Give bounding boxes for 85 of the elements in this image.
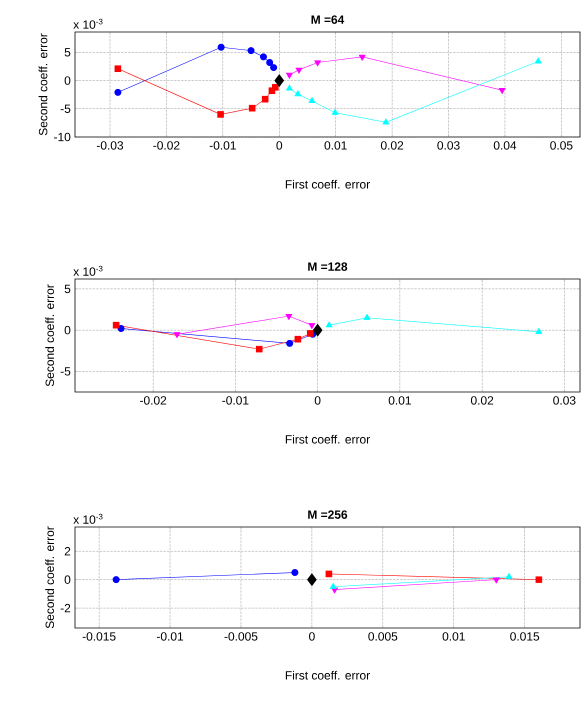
point <box>534 57 542 64</box>
x-tick-label: 0.03 <box>553 396 576 405</box>
y-tick-label: 0 <box>64 326 70 334</box>
point <box>382 118 390 124</box>
point <box>248 47 255 54</box>
y-tick-label: 5 <box>64 48 70 56</box>
point <box>274 74 284 87</box>
point <box>174 332 180 338</box>
point <box>364 314 370 320</box>
point <box>286 84 293 91</box>
point <box>296 68 302 74</box>
point <box>306 330 314 337</box>
x-tick-label: 0.01 <box>324 141 347 150</box>
point <box>312 324 322 336</box>
point <box>294 336 302 343</box>
chart-title: M =128 <box>308 262 348 271</box>
point <box>266 58 274 66</box>
point <box>536 576 542 583</box>
y-tick-label: -5 <box>60 367 70 376</box>
x-tick-label: 0 <box>314 396 320 405</box>
x-tick-label: 0.01 <box>388 396 411 405</box>
text: x 10$^{-3}$ <box>73 514 103 524</box>
y-axis-title: Second coeff. error <box>45 284 54 386</box>
point <box>272 84 279 91</box>
point <box>326 570 332 578</box>
point <box>291 569 298 576</box>
point <box>248 104 256 112</box>
x-tick-label: -0.005 <box>224 632 258 641</box>
y-tick-label: 0 <box>64 575 70 584</box>
point <box>217 111 224 118</box>
point <box>285 314 292 320</box>
point <box>535 328 542 334</box>
x-axis-title: First coeff. error <box>286 180 370 189</box>
y-tick-label: -5 <box>60 104 70 113</box>
point <box>358 54 366 61</box>
x-tick-label: 0 <box>276 141 282 150</box>
y-tick-label: 0 <box>64 76 70 85</box>
x-tick-label: 0.01 <box>442 632 465 641</box>
point <box>308 96 316 103</box>
x-tick-label: -0.015 <box>82 632 116 641</box>
point <box>270 64 278 72</box>
point <box>326 321 333 328</box>
x-tick-label: 0 <box>309 632 315 641</box>
point <box>307 573 317 586</box>
point <box>314 60 322 66</box>
x-tick-label: -0.01 <box>222 396 248 405</box>
point <box>308 323 316 330</box>
point <box>218 44 225 51</box>
x-tick-label: -0.01 <box>156 632 184 641</box>
point <box>114 88 122 96</box>
x-tick-label: 0.02 <box>380 141 404 150</box>
x-axis-title: First coeff. error <box>286 434 370 444</box>
text: x 10$^{-3}$ <box>73 266 103 276</box>
point <box>118 324 125 332</box>
x-tick-label: 0.04 <box>494 141 516 150</box>
y-axis-title: Second coeff. error <box>45 526 54 628</box>
point <box>294 90 302 96</box>
text: x 10$^{-3}$ <box>73 18 103 29</box>
x-tick-label: -0.01 <box>210 141 236 150</box>
point <box>262 96 268 102</box>
x-axis-title: First coeff. error <box>286 670 370 680</box>
point <box>286 340 294 347</box>
chart-title: M =64 <box>312 15 344 24</box>
x-tick-label: 0.005 <box>368 632 398 641</box>
chart-title: M =256 <box>308 510 348 519</box>
point <box>112 576 120 584</box>
point <box>286 72 293 79</box>
point <box>112 322 120 328</box>
point <box>332 108 339 115</box>
y-axis-title: Second coeff. error <box>38 33 48 136</box>
x-tick-label: 0.02 <box>470 396 494 405</box>
x-tick-label: -0.03 <box>96 141 124 150</box>
y-tick-label: 2 <box>64 547 70 556</box>
x-tick-label: 0.015 <box>510 632 540 641</box>
y-tick-label: -2 <box>60 604 70 612</box>
x-tick-label: -0.02 <box>153 141 180 150</box>
point <box>114 65 122 72</box>
x-tick-label: 0.05 <box>550 141 573 150</box>
x-tick-label: 0.03 <box>437 141 460 150</box>
x-tick-label: -0.02 <box>140 396 166 405</box>
point <box>256 346 263 352</box>
y-tick-label: 5 <box>64 284 70 294</box>
point <box>260 53 267 60</box>
point <box>498 88 506 94</box>
y-tick-label: -10 <box>54 132 70 142</box>
